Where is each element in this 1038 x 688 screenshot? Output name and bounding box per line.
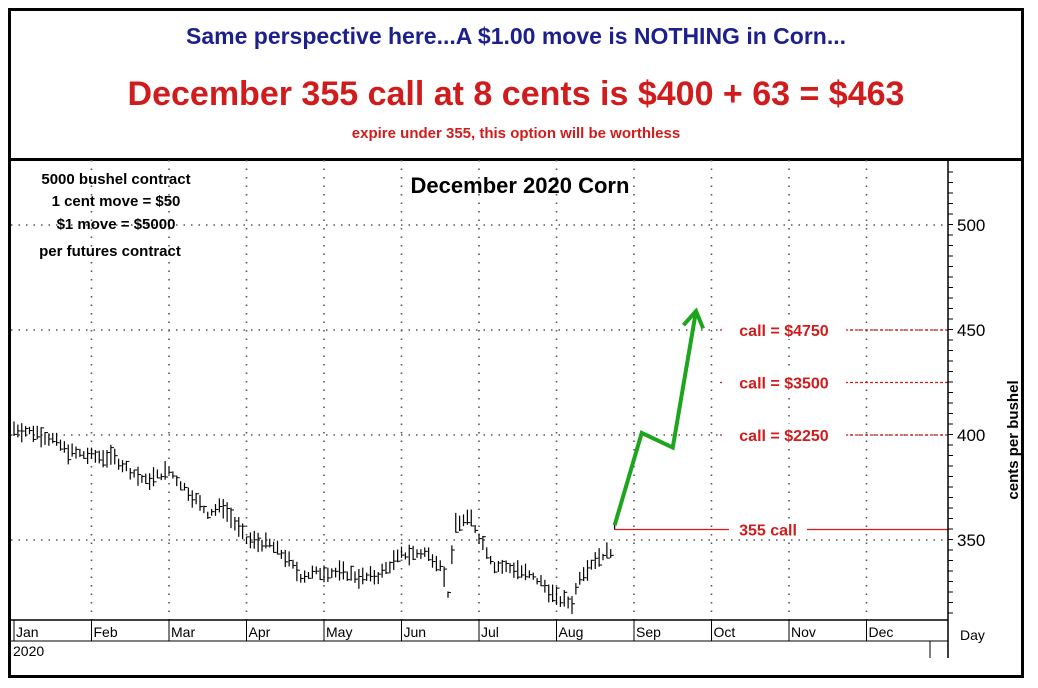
price-bars <box>13 421 618 615</box>
contract-note-3: $1 move = $5000 <box>57 216 176 233</box>
x-tick-label: Oct <box>714 624 736 640</box>
header-line-3: expire under 355, this option will be wo… <box>351 125 681 142</box>
x-tick-label: Jun <box>404 624 427 640</box>
y-tick-label: 350 <box>957 531 985 550</box>
x-tick-label: Aug <box>559 624 584 640</box>
contract-note-1: 5000 bushel contract <box>41 171 190 188</box>
strike-label: call = $4750 <box>739 323 829 340</box>
header-line-1: Same perspective here...A $1.00 move is … <box>186 23 846 49</box>
projection-arrow-group <box>612 307 706 526</box>
axes: 350 400 450 500 Jan Feb Mar Apr May Jun Jul Aug Sep O… <box>11 160 985 658</box>
x-tick-label: Mar <box>171 624 195 640</box>
contract-note-4: per futures contract <box>39 243 181 260</box>
x-tick-label: Sep <box>636 624 661 640</box>
chart-title: December 2020 Corn <box>411 173 630 198</box>
projection-arrow <box>612 310 698 526</box>
year-label: 2020 <box>13 643 44 659</box>
strike-label-bg <box>722 424 846 444</box>
strike-label-bg <box>722 319 846 339</box>
header-panel: Same perspective here...A $1.00 move is … <box>11 11 1021 161</box>
strike-label-bg <box>722 371 846 392</box>
x-tick-label: Dec <box>869 624 894 640</box>
x-tick-label: Apr <box>249 624 271 640</box>
x-tick-label: Feb <box>94 624 118 640</box>
x-tick-label: Jul <box>481 624 499 640</box>
strike-label-bg <box>729 518 807 539</box>
chart-frame: Same perspective here...A $1.00 move is … <box>8 8 1024 678</box>
strike-label: call = $2250 <box>739 428 829 445</box>
x-tick-label: May <box>326 624 352 640</box>
x-tick-label: Jan <box>16 624 39 640</box>
projection-arrow-head <box>681 307 706 330</box>
strike-label: call = $3500 <box>739 376 829 393</box>
strike-lines: call = $4750 call = $3500 call = $2250 355 … <box>614 319 948 540</box>
contract-note-2: 1 cent move = $50 <box>52 193 181 210</box>
header-line-2: December 355 call at 8 cents is $400 + 6… <box>127 75 905 113</box>
y-axis-label: cents per bushel <box>1005 380 1022 499</box>
x-axis-label: Day <box>960 627 985 643</box>
x-tick-label: Nov <box>791 624 816 640</box>
y-tick-label: 450 <box>957 321 985 340</box>
y-tick-label: 400 <box>957 426 985 445</box>
strike-label: 355 call <box>739 523 797 540</box>
y-tick-label: 500 <box>957 216 985 235</box>
